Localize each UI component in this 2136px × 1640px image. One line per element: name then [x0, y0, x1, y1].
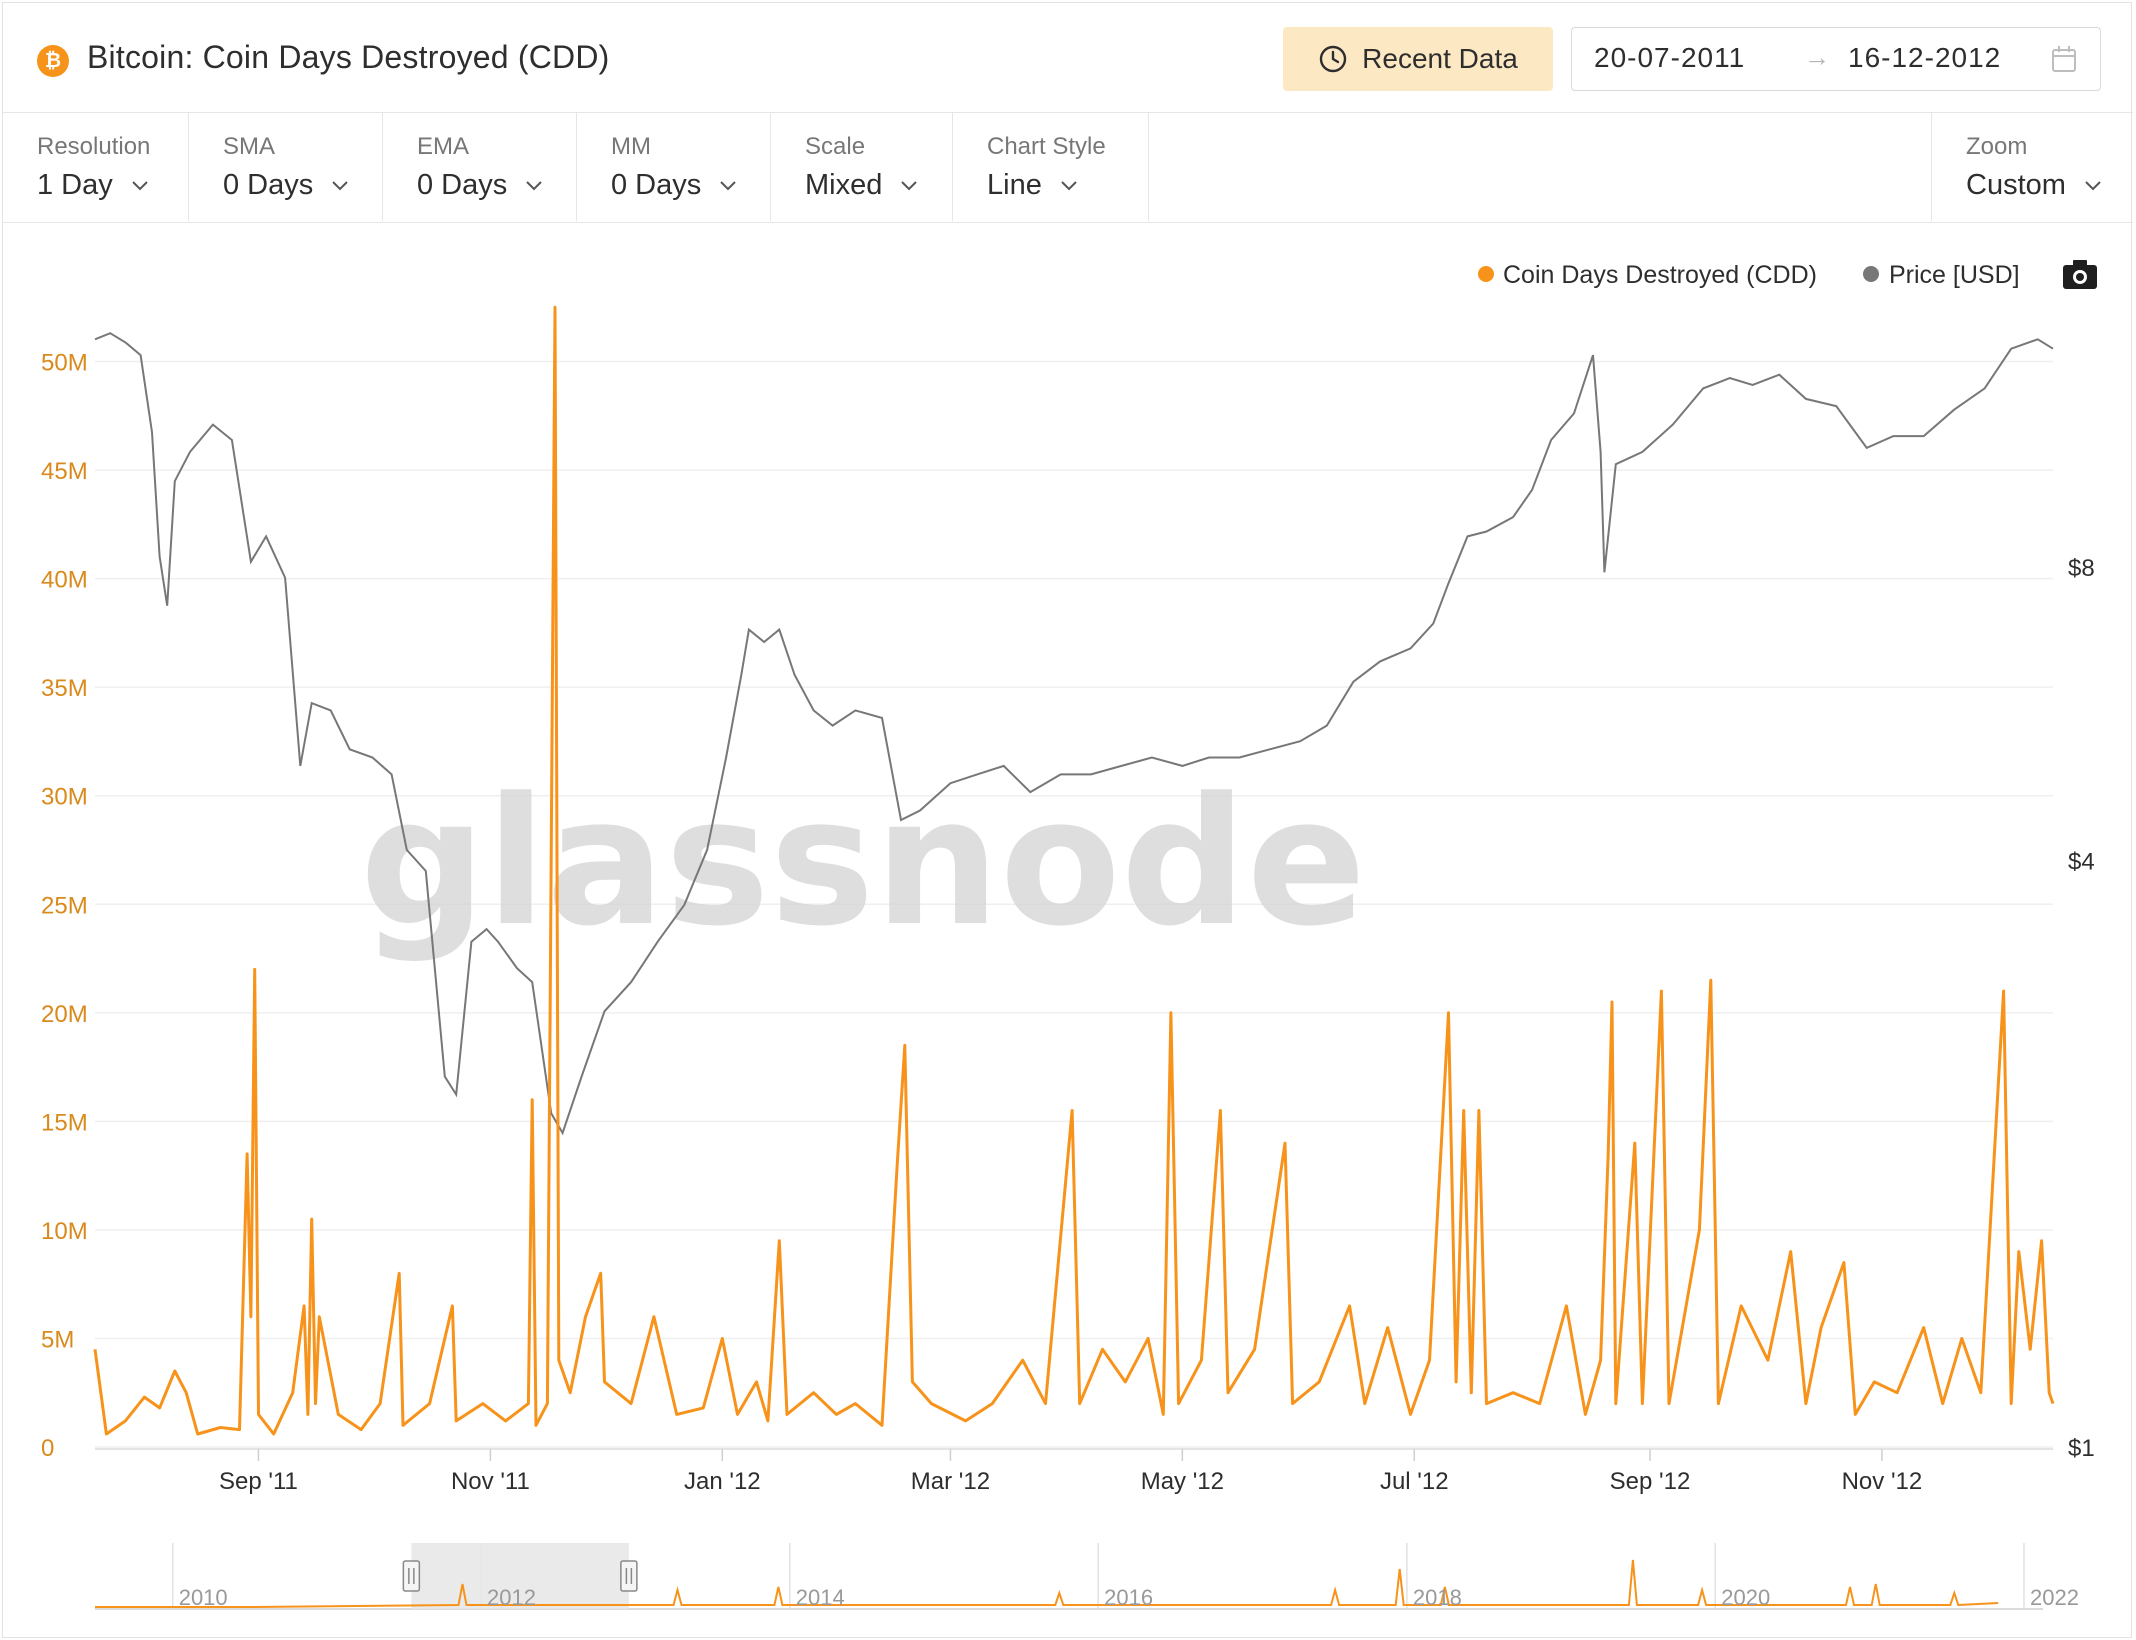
y-tick-label-left: 15M: [41, 1109, 88, 1136]
zoom-value: Custom: [1966, 169, 2066, 201]
arrow-right-icon: →: [1804, 42, 1830, 72]
glassnode-watermark: glassnode: [360, 760, 1366, 965]
y-tick-label-left: 35M: [41, 675, 88, 702]
resolution-value: 1 Day: [37, 169, 113, 201]
chart-header: ₿ Bitcoin: Coin Days Destroyed (CDD) Rec…: [3, 3, 2133, 113]
zoom-label: Zoom: [1966, 133, 2028, 160]
y-tick-label-left: 0: [41, 1435, 54, 1462]
x-tick-label: Nov '11: [451, 1468, 530, 1495]
navigator-selection[interactable]: [411, 1543, 629, 1609]
chart-legend: Coin Days Destroyed (CDD) Price [USD]: [1478, 261, 2020, 289]
chevron-down-icon: [332, 180, 348, 190]
y-tick-label-left: 10M: [41, 1218, 88, 1245]
sma-dropdown[interactable]: SMA 0 Days: [189, 113, 383, 221]
chevron-down-icon: [132, 180, 148, 190]
cdd-chart[interactable]: glassnode 0 5M 10M 15M 20M 25M 30M 35M 40M 45M 50M…: [3, 223, 2133, 1637]
handle-grip: [402, 1560, 421, 1592]
scale-dropdown[interactable]: Scale Mixed: [771, 113, 953, 221]
x-tick-label: Sep '12: [1610, 1468, 1691, 1495]
chart-controls-bar: Resolution 1 Day SMA 0 Days EMA 0 Days M…: [3, 113, 2133, 223]
legend-item-cdd[interactable]: Coin Days Destroyed (CDD): [1503, 261, 1817, 289]
scale-label: Scale: [805, 133, 866, 160]
recent-data-label: Recent Data: [1362, 43, 1518, 74]
mm-label: MM: [611, 133, 651, 160]
x-tick-label: Mar '12: [911, 1468, 990, 1495]
y-tick-label-left: 20M: [41, 1001, 88, 1028]
zoom-dropdown[interactable]: Zoom Custom: [1931, 113, 2133, 221]
legend-marker-cdd: [1478, 266, 1494, 282]
clock-icon: [1319, 45, 1347, 73]
y-tick-label-left: 45M: [41, 458, 88, 485]
navigator-series: [95, 1559, 1999, 1608]
resolution-dropdown[interactable]: Resolution 1 Day: [3, 113, 189, 221]
range-navigator[interactable]: 2010 2012 2014 2016 2018 2020 2022: [95, 1543, 2079, 1610]
navigator-year-label: 2018: [1413, 1585, 1462, 1610]
chevron-down-icon: [2085, 180, 2101, 190]
x-tick-label: Jan '12: [684, 1468, 761, 1495]
navigator-handle-right[interactable]: [620, 1560, 638, 1592]
chevron-down-icon: [526, 180, 542, 190]
y-tick-label-right: $1: [2068, 1435, 2095, 1462]
y-tick-label-right: $4: [2068, 848, 2095, 875]
bitcoin-icon: ₿: [37, 45, 69, 77]
price-line: [94, 332, 2054, 1136]
cdd-series: [93, 305, 2055, 1436]
chart-style-dropdown[interactable]: Chart Style Line: [953, 113, 1149, 221]
navigator-year-label: 2014: [796, 1585, 845, 1610]
date-start-input[interactable]: 20-07-2011: [1594, 42, 1746, 73]
legend-marker-price: [1863, 266, 1879, 282]
x-tick-label: Sep '11: [219, 1468, 298, 1495]
navigator-year-label: 2022: [2030, 1585, 2079, 1610]
grid-lines: [95, 360, 2053, 1450]
navigator-year-label: 2020: [1721, 1585, 1770, 1610]
x-tick-label: Jul '12: [1380, 1468, 1449, 1495]
y-tick-label-left: 40M: [41, 567, 88, 594]
recent-data-button[interactable]: Recent Data: [1283, 27, 1553, 91]
chevron-down-icon: [1061, 180, 1077, 190]
date-range-picker[interactable]: 20-07-2011 → 16-12-2012: [1571, 27, 2101, 91]
ema-label: EMA: [417, 133, 470, 160]
x-tick-label: Nov '12: [1842, 1468, 1923, 1495]
chart-style-value: Line: [987, 169, 1042, 201]
date-end-input[interactable]: 16-12-2012: [1848, 42, 2002, 73]
y-tick-label-left: 50M: [41, 350, 88, 377]
y-tick-label-left: 25M: [41, 892, 88, 919]
sma-label: SMA: [223, 133, 276, 160]
calendar-icon[interactable]: [2050, 44, 2078, 74]
chart-style-label: Chart Style: [987, 133, 1106, 160]
page-title: Bitcoin: Coin Days Destroyed (CDD): [87, 39, 610, 75]
cdd-line: [93, 305, 2055, 1436]
mm-value: 0 Days: [611, 169, 702, 201]
sma-value: 0 Days: [223, 169, 314, 201]
navigator-labels: 2010 2012 2014 2016 2018 2020 2022: [179, 1585, 2079, 1610]
chevron-down-icon: [901, 180, 918, 190]
scale-value: Mixed: [805, 169, 883, 201]
y-tick-label-left: 30M: [41, 784, 88, 811]
x-axis: Sep '11 Nov '11 Jan '12 Mar '12 May '12 Jul '…: [219, 1449, 1922, 1495]
navigator-year-label: 2012: [487, 1585, 536, 1610]
legend-item-price[interactable]: Price [USD]: [1889, 261, 2020, 289]
mm-dropdown[interactable]: MM 0 Days: [577, 113, 771, 221]
camera-icon[interactable]: [2063, 260, 2097, 289]
price-series: [94, 332, 2054, 1136]
navigator-year-label: 2016: [1104, 1585, 1153, 1610]
y-tick-label-right: $8: [2068, 555, 2095, 582]
handle-grip: [620, 1560, 638, 1592]
navigator-handle-left[interactable]: [402, 1560, 421, 1592]
resolution-label: Resolution: [37, 133, 151, 160]
navigator-year-label: 2010: [179, 1585, 228, 1610]
y-axis-left: 0 5M 10M 15M 20M 25M 30M 35M 40M 45M 50M: [41, 350, 88, 1462]
ema-dropdown[interactable]: EMA 0 Days: [383, 113, 577, 221]
x-tick-label: May '12: [1141, 1468, 1224, 1495]
ema-value: 0 Days: [417, 169, 508, 201]
chevron-down-icon: [720, 180, 736, 190]
y-axis-right: $1 $4 $8: [2068, 555, 2095, 1462]
y-tick-label-left: 5M: [41, 1326, 74, 1353]
